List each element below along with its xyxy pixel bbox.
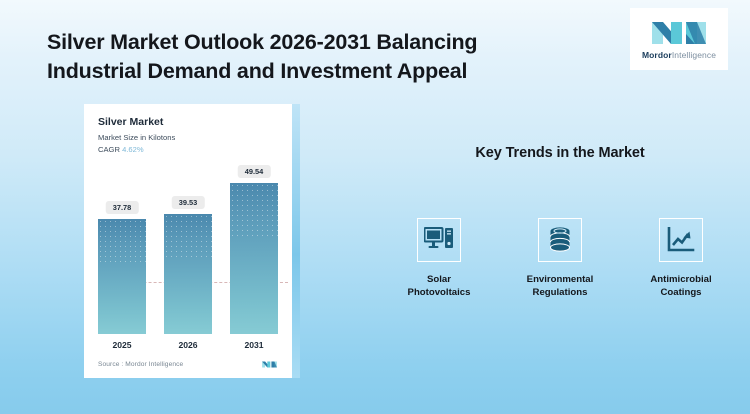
key-trends-list: Solar Photovoltaics Environmental Regula… <box>385 218 735 299</box>
page-title-line-2: Industrial Demand and Investment Appeal <box>47 58 468 83</box>
trend-label-line-1: Solar <box>427 274 451 285</box>
key-trends-heading: Key Trends in the Market <box>475 145 645 161</box>
trend-label-line-2: Coatings <box>660 286 702 298</box>
bar-chart-plot: 37.78 39.53 49.54 <box>98 164 288 334</box>
growth-chart-arrow-icon <box>667 227 695 252</box>
x-axis-tick: 2031 <box>244 340 264 350</box>
desktop-computer-icon <box>424 227 453 248</box>
chart-title: Silver Market <box>98 116 164 128</box>
brand-name-bold: Mordor <box>641 50 672 61</box>
chart-cagr: CAGR 4.62% <box>98 145 175 154</box>
chart-subtitle: Market Size in Kilotons <box>98 132 176 142</box>
card-accent-stripe <box>292 104 300 378</box>
x-axis-tick: 2025 <box>112 340 132 350</box>
trend-item-label: Environmental Regulations <box>527 274 594 299</box>
bar-series: 37.78 39.53 49.54 <box>98 164 278 334</box>
bar-value-label: 37.78 <box>105 200 139 214</box>
source-label: Source : Mordor Intelligence <box>98 361 184 368</box>
chart-source-row: Source : Mordor Intelligence <box>98 360 278 369</box>
chart-card-header: Silver Market Market Size in Kilotons CA… <box>98 116 175 154</box>
bar-texture <box>164 214 212 260</box>
trend-item-label: Antimicrobial Coatings <box>650 274 711 299</box>
bar-texture <box>98 219 146 263</box>
database-stack-icon <box>550 227 570 252</box>
chart-cagr-value: 4.62% <box>122 144 144 154</box>
trend-label-line-2: Photovoltaics <box>407 286 471 298</box>
page-title-line-1: Silver Market Outlook 2026-2031 Balancin… <box>47 30 478 54</box>
trend-icon-box <box>538 218 582 262</box>
trend-item-environmental-regulations[interactable]: Environmental Regulations <box>506 218 614 299</box>
mordor-m-logo-icon <box>262 361 277 368</box>
page-title: Silver Market Outlook 2026-2031 Balancin… <box>47 28 607 85</box>
brand-name-light: Intelligence <box>671 50 717 61</box>
trend-label-line-1: Environmental <box>526 274 594 285</box>
bar-item[interactable]: 49.54 <box>230 164 278 334</box>
bar-rect[interactable] <box>98 219 146 334</box>
trend-label-line-2: Regulations <box>532 286 588 298</box>
brand-logo-badge: MordorIntelligence <box>630 8 728 70</box>
chart-card: Silver Market Market Size in Kilotons CA… <box>84 104 292 378</box>
mordor-m-logo-icon <box>652 22 706 45</box>
trend-item-label: Solar Photovoltaics <box>408 274 471 299</box>
trend-label-line-1: Antimicrobial <box>650 274 712 285</box>
bar-value-label: 39.53 <box>171 195 205 209</box>
trend-icon-box <box>417 218 461 262</box>
trend-item-antimicrobial-coatings[interactable]: Antimicrobial Coatings <box>627 218 735 299</box>
x-axis-labels: 2025 2026 2031 <box>98 340 278 350</box>
brand-logo-wordmark: MordorIntelligence <box>642 51 716 60</box>
bar-rect[interactable] <box>230 183 278 334</box>
chart-cagr-label: CAGR <box>98 144 120 154</box>
trend-icon-box <box>659 218 703 262</box>
bar-rect[interactable] <box>164 214 212 334</box>
bar-item[interactable]: 37.78 <box>98 166 146 334</box>
bar-item[interactable]: 39.53 <box>164 166 212 334</box>
bar-value-label: 49.54 <box>237 164 271 178</box>
x-axis-tick: 2026 <box>178 340 198 350</box>
trend-item-solar-photovoltaics[interactable]: Solar Photovoltaics <box>385 218 493 299</box>
bar-texture <box>230 183 278 241</box>
